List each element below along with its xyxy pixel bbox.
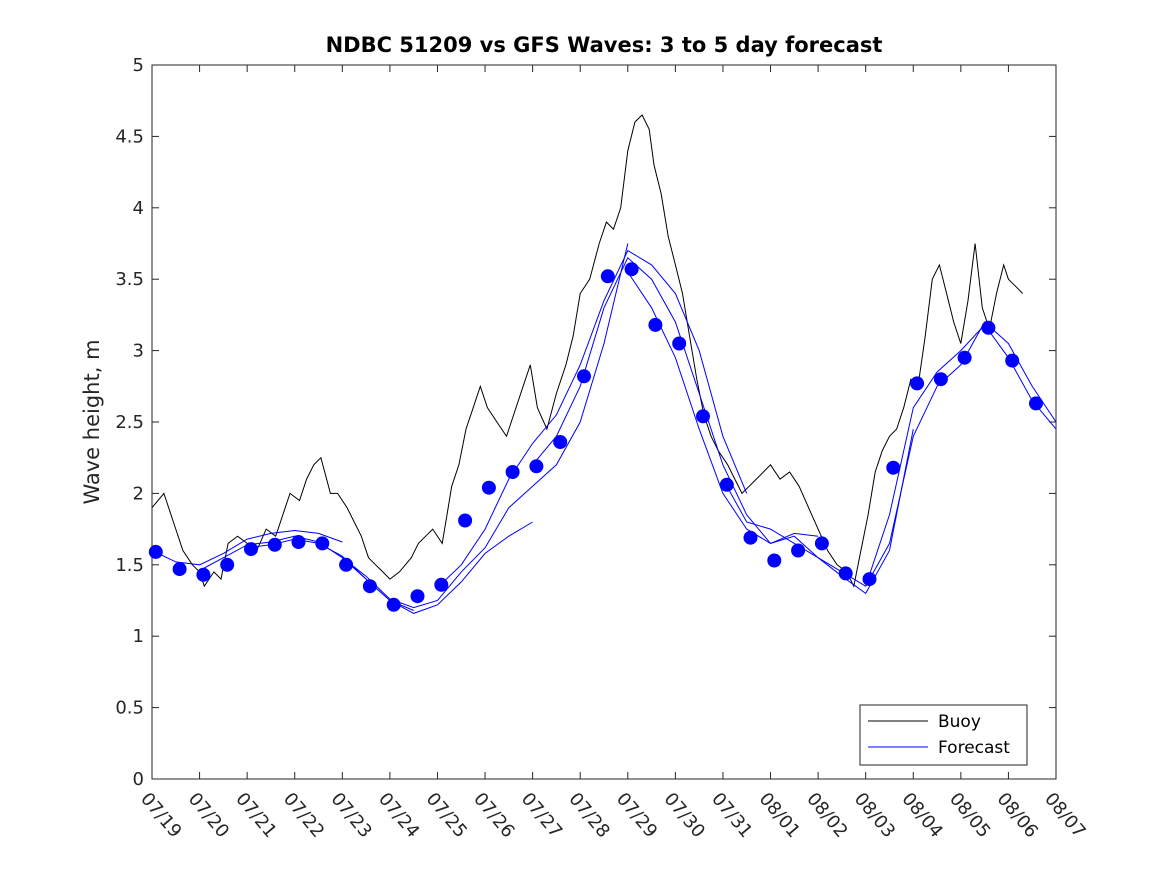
y-axis-label: Wave height, m (80, 339, 104, 504)
y-tick-label: 1 (133, 626, 144, 647)
x-tick-label: 08/01 (755, 789, 804, 842)
forecast-marker (862, 572, 877, 587)
forecast-marker (910, 376, 925, 391)
legend-label-buoy: Buoy (938, 712, 981, 732)
legend-box (859, 704, 1028, 766)
forecast-marker (553, 435, 568, 449)
y-axis: 0 0.5 1 1.5 2 2.5 3 3.5 4 4.5 5 (115, 55, 1056, 790)
x-tick-label: 07/24 (374, 789, 423, 842)
forecast-marker (267, 537, 282, 552)
forecast-marker (743, 530, 758, 545)
series-line-buoy (151, 114, 1024, 588)
y-tick-label: 5 (133, 55, 144, 76)
x-tick-label: 07/27 (517, 789, 566, 842)
x-tick-label: 07/22 (279, 789, 328, 842)
x-tick-label: 07/29 (612, 789, 661, 842)
forecast-marker (696, 409, 710, 424)
x-tick-label: 07/21 (231, 789, 280, 842)
y-tick-label: 0 (133, 769, 144, 790)
chart-title: NDBC 51209 vs GFS Waves: 3 to 5 day fore… (326, 33, 883, 57)
forecast-marker (244, 542, 258, 557)
forecast-marker (196, 567, 211, 582)
forecast-marker (458, 513, 473, 528)
legend-label-forecast: Forecast (938, 738, 1010, 758)
forecast-marker (505, 465, 520, 479)
x-tick-label: 07/20 (184, 789, 233, 842)
forecast-marker (624, 262, 639, 277)
x-tick-label: 07/31 (707, 789, 756, 842)
forecast-marker (362, 579, 377, 594)
forecast-marker (1029, 396, 1043, 411)
plot-area (151, 64, 1057, 780)
forecast-marker (791, 543, 806, 558)
y-tick-label: 4.5 (115, 126, 144, 147)
forecast-marker (291, 535, 306, 549)
x-tick-label: 07/19 (136, 789, 185, 842)
y-tick-label: 2.5 (115, 412, 144, 433)
forecast-marker (886, 460, 901, 475)
forecast-marker (814, 536, 829, 551)
y-tick-label: 3 (133, 341, 144, 362)
x-tick-label: 08/05 (945, 789, 994, 842)
forecast-marker (315, 536, 330, 551)
forecast-marker (220, 557, 235, 572)
y-tick-label: 2 (133, 483, 144, 504)
x-tick-label: 07/28 (564, 789, 613, 842)
forecast-marker (434, 577, 449, 592)
x-tick-label: 08/06 (993, 789, 1042, 842)
forecast-marker (838, 566, 853, 581)
series-layer (148, 114, 1057, 614)
forecast-marker (981, 320, 996, 335)
legend: Buoy Forecast (859, 704, 1028, 766)
forecast-run-line-1 (151, 529, 343, 566)
x-tick-label: 08/07 (1040, 789, 1089, 842)
x-tick-label: 07/30 (660, 789, 709, 842)
forecast-marker (148, 544, 163, 559)
x-tick-label: 08/04 (897, 789, 946, 842)
y-tick-label: 0.5 (115, 698, 144, 719)
forecast-marker (648, 317, 663, 332)
forecast-marker (410, 589, 425, 604)
y-tick-label: 3.5 (115, 269, 144, 290)
forecast-marker (172, 562, 187, 577)
x-tick-label: 07/26 (469, 789, 518, 842)
forecast-marker (957, 350, 972, 365)
forecast-marker (339, 557, 354, 572)
forecast-run-line-5 (437, 249, 748, 588)
forecast-run-line-9 (865, 324, 1057, 587)
forecast-marker (933, 372, 948, 387)
forecast-marker (529, 459, 544, 474)
forecast-run-line-7 (627, 271, 914, 595)
x-tick-label: 08/03 (850, 789, 899, 842)
forecast-marker (767, 553, 782, 568)
x-tick-label: 08/02 (802, 789, 851, 842)
forecast-marker (1005, 353, 1020, 368)
forecast-marker (600, 269, 615, 284)
x-tick-label: 07/25 (422, 789, 471, 842)
forecast-marker (577, 369, 591, 384)
forecast-marker (719, 477, 734, 492)
x-tick-label: 07/23 (326, 789, 375, 842)
y-tick-label: 4 (133, 198, 144, 219)
forecast-marker (481, 480, 496, 495)
forecast-run-line-8 (722, 321, 1057, 587)
forecast-marker (386, 597, 401, 612)
y-tick-label: 1.5 (115, 555, 144, 576)
forecast-marker (672, 336, 687, 351)
